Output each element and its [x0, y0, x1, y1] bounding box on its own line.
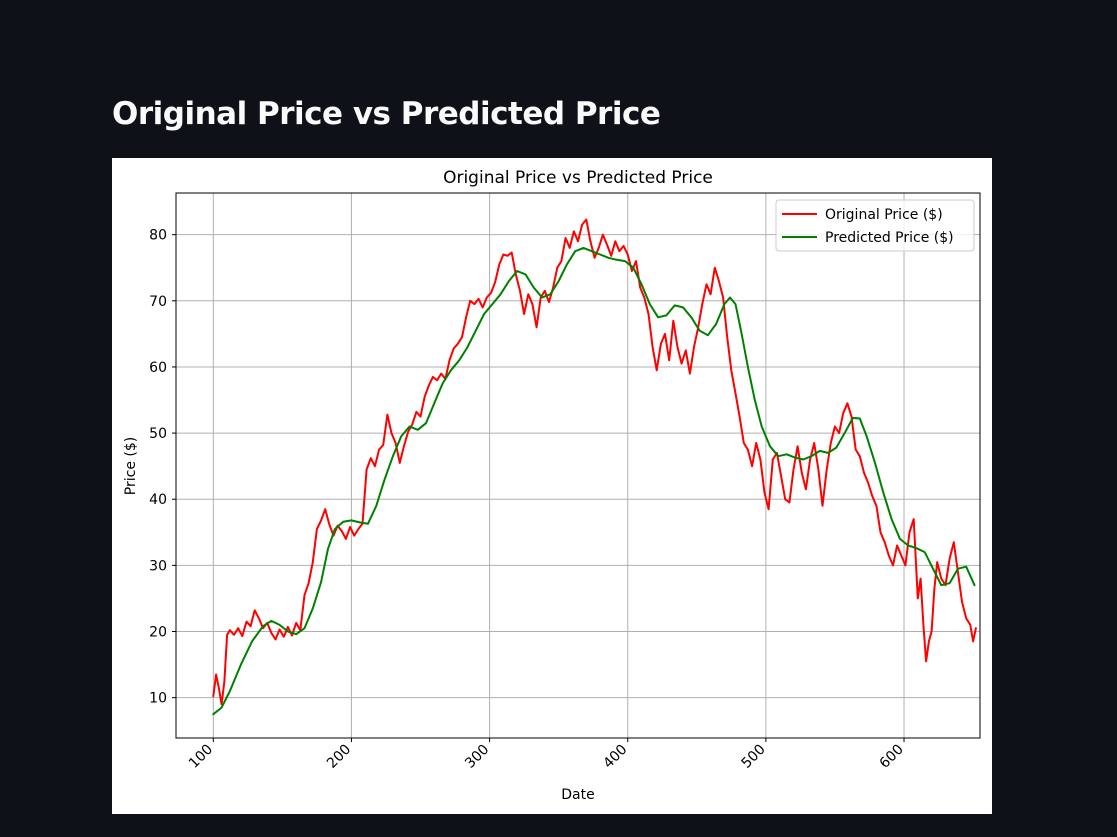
- x-tick-label: 200: [324, 742, 354, 772]
- x-tick-label: 100: [186, 742, 216, 772]
- x-ticks: 100 200 300 400 500 600: [186, 738, 907, 772]
- y-tick-label: 30: [149, 558, 167, 574]
- chart-svg: Original Price vs Predicted Price 10 20 30…: [123, 168, 981, 803]
- chart-title: Original Price vs Predicted Price: [443, 168, 713, 188]
- legend-label-original: Original Price ($): [825, 207, 943, 223]
- y-tick-label: 20: [149, 625, 167, 641]
- page-title: Original Price vs Predicted Price: [112, 96, 661, 132]
- series-lines: [212, 218, 977, 716]
- y-ticks: 10 20 30 40 50 60 70 80: [149, 228, 176, 707]
- y-tick-label: 40: [149, 492, 167, 508]
- plot-area-frame: [175, 192, 981, 739]
- y-tick-label: 10: [149, 691, 167, 707]
- x-tick-label: 600: [877, 742, 907, 772]
- x-axis-label: Date: [561, 787, 594, 803]
- y-tick-label: 60: [149, 360, 167, 376]
- legend-label-predicted: Predicted Price ($): [825, 230, 954, 246]
- y-tick-label: 70: [149, 294, 167, 310]
- legend: Original Price ($) Predicted Price ($): [775, 199, 975, 252]
- grid-lines: [176, 193, 980, 738]
- y-tick-label: 50: [149, 426, 167, 442]
- x-tick-label: 400: [600, 742, 630, 772]
- x-tick-label: 500: [738, 742, 768, 772]
- series-line-1: [212, 246, 976, 716]
- x-tick-label: 300: [462, 742, 492, 772]
- chart-figure: Original Price vs Predicted Price 10 20 30…: [112, 158, 992, 814]
- y-tick-label: 80: [149, 228, 167, 244]
- y-axis-label: Price ($): [123, 437, 139, 495]
- legend-box: [775, 199, 975, 252]
